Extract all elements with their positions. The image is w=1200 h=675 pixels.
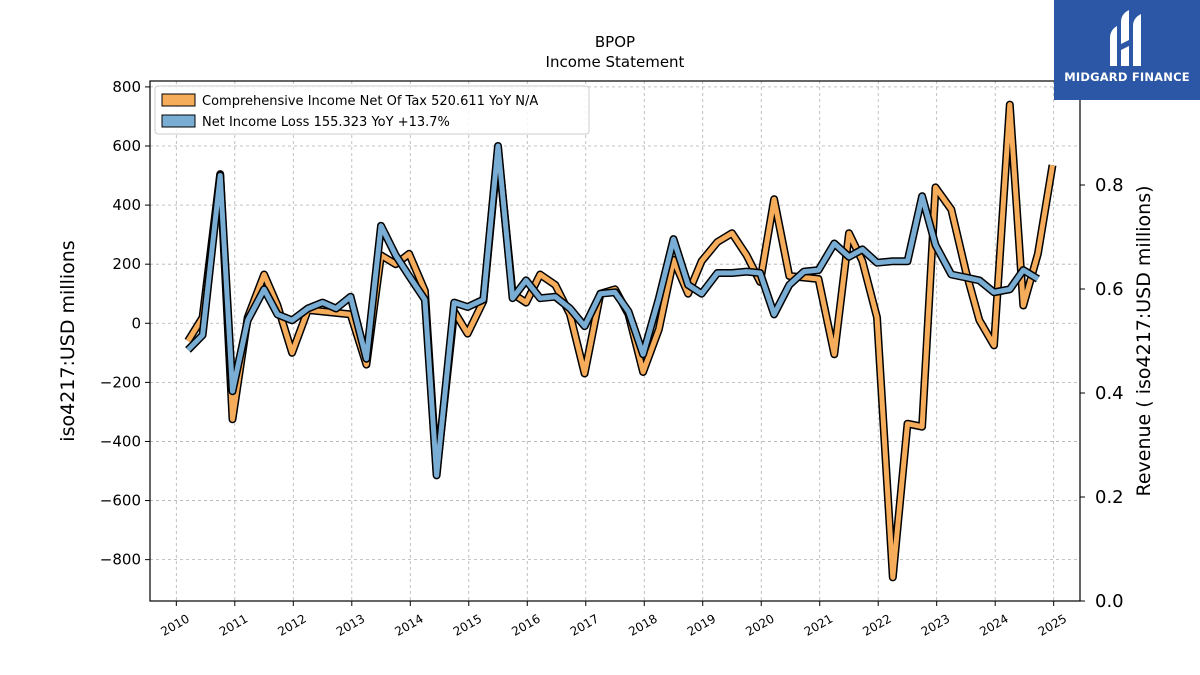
- x-tick-label: 2013: [334, 611, 367, 638]
- legend-swatch-comprehensive-income: [161, 93, 196, 107]
- plot-frame: [149, 80, 1081, 602]
- chart-subtitle: Income Statement: [546, 53, 685, 71]
- x-tick-label: 2015: [451, 611, 484, 638]
- y-axis-left: −800 −600 −400 −200 0 200 400 600 800: [100, 78, 150, 569]
- chart-title: BPOP: [595, 33, 635, 51]
- y-tick-label: −800: [100, 551, 141, 569]
- series-comprehensive-income-outline: [184, 100, 1057, 582]
- x-tick-label: 2011: [217, 611, 250, 638]
- legend-swatch-net-income: [161, 114, 196, 128]
- x-tick-label: 2010: [158, 611, 191, 638]
- y-right-tick-label: 0.0: [1095, 591, 1124, 612]
- y-tick-label: −400: [100, 432, 141, 450]
- series-net-income-line: [186, 143, 1040, 478]
- x-tick-label: 2019: [685, 611, 718, 638]
- y-right-tick-label: 0.2: [1095, 487, 1124, 508]
- x-tick-label: 2025: [1036, 611, 1069, 638]
- y-tick-label: −200: [100, 373, 141, 391]
- x-tick-label: 2021: [802, 611, 835, 638]
- y-right-tick-label: 0.4: [1095, 383, 1124, 404]
- y-tick-label: 200: [112, 255, 141, 273]
- x-tick-label: 2012: [275, 611, 308, 638]
- series-comprehensive-income-line: [185, 102, 1055, 580]
- y-axis-right: 0.0 0.2 0.4 0.6 0.8: [1080, 175, 1124, 612]
- x-tick-label: 2018: [626, 611, 659, 638]
- x-tick-label: 2022: [860, 611, 893, 638]
- x-tick-label: 2020: [743, 611, 776, 638]
- y-axis-label: iso4217:USD millions: [57, 240, 79, 441]
- midgard-logo-icon: [1110, 10, 1141, 66]
- legend-box: [154, 85, 590, 135]
- x-tick-label: 2024: [977, 611, 1010, 638]
- legend-label-comprehensive-income: Comprehensive Income Net Of Tax 520.611 …: [202, 94, 538, 109]
- y-tick-label: 0: [131, 314, 141, 332]
- series-lines: [184, 100, 1057, 582]
- brand-name: MIDGARD FINANCE: [1064, 70, 1190, 84]
- x-axis: 2010 2011 2012 2013 2014 2015 2016 2017 2018 2019…: [158, 601, 1069, 639]
- legend-label-net-income: Net Income Loss 155.323 YoY +13.7%: [202, 115, 450, 130]
- y-tick-label: 400: [112, 196, 141, 214]
- x-tick-label: 2014: [392, 611, 425, 638]
- x-tick-label: 2017: [568, 611, 601, 638]
- y-axis-right-label: Revenue ( iso4217:USD millions): [1133, 185, 1155, 496]
- y-tick-label: 800: [112, 78, 141, 96]
- y-right-tick-label: 0.8: [1095, 175, 1124, 196]
- y-tick-label: −600: [100, 492, 141, 510]
- y-right-tick-label: 0.6: [1095, 279, 1124, 300]
- legend: Comprehensive Income Net Of Tax 520.611 …: [154, 85, 590, 135]
- y-tick-label: 600: [112, 137, 141, 155]
- x-tick-label: 2016: [509, 611, 542, 638]
- x-tick-label: 2023: [919, 611, 952, 638]
- brand-logo: MIDGARD FINANCE: [1054, 0, 1200, 100]
